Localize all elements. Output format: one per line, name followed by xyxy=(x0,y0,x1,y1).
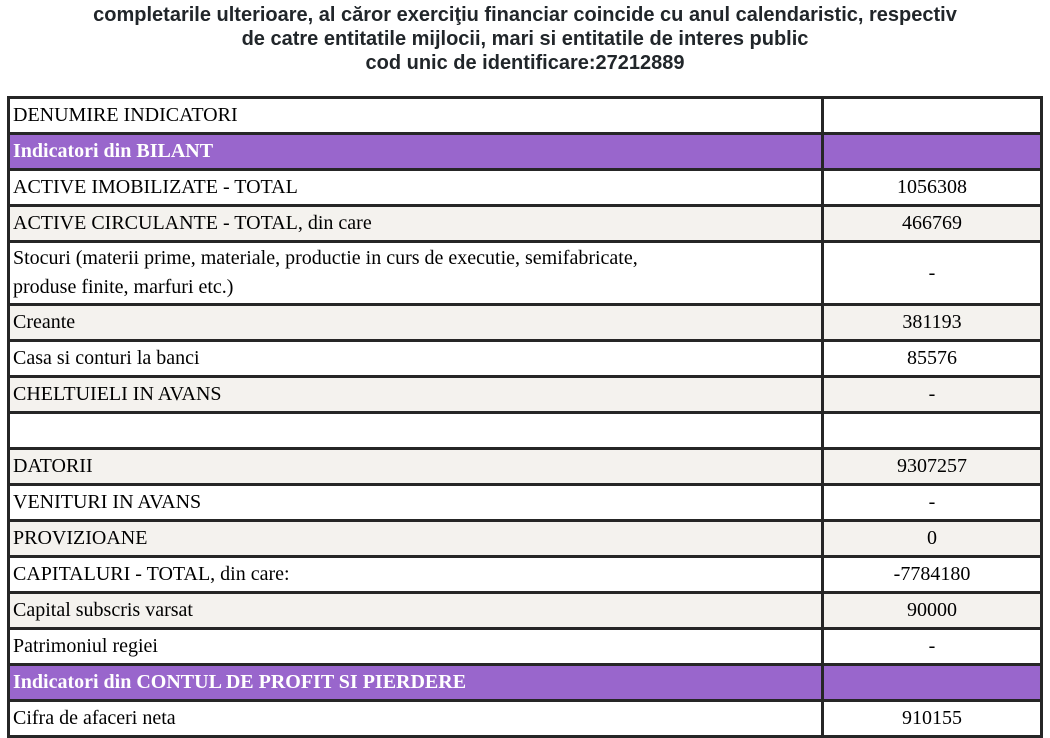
indicator-value: 910155 xyxy=(821,699,1043,738)
indicators-table: DENUMIRE INDICATORI Indicatori din BILAN… xyxy=(7,96,1043,738)
indicator-value: 90000 xyxy=(821,591,1043,630)
table-row-cheltuieli-in-avans: CHELTUIELI IN AVANS - xyxy=(7,375,1043,414)
indicator-value: 381193 xyxy=(821,303,1043,342)
section-label: Indicatori din CONTUL DE PROFIT SI PIERD… xyxy=(7,663,824,702)
indicator-value: - xyxy=(821,375,1043,414)
indicator-value: - xyxy=(821,483,1043,522)
indicator-value: 466769 xyxy=(821,204,1043,243)
indicator-label: Patrimoniul regiei xyxy=(7,627,824,666)
header-line-cui: cod unic de identificare:27212889 xyxy=(365,52,685,74)
indicator-label: DATORII xyxy=(7,447,824,486)
indicator-value xyxy=(821,96,1043,135)
table-row-empty xyxy=(7,411,1043,450)
indicator-value xyxy=(821,411,1043,450)
indicator-label: Stocuri (materii prime, materiale, produ… xyxy=(7,240,824,306)
table-row-stocuri: Stocuri (materii prime, materiale, produ… xyxy=(7,240,1043,306)
table-row-casa-si-conturi: Casa si conturi la banci 85576 xyxy=(7,339,1043,378)
indicator-label: ACTIVE IMOBILIZATE - TOTAL xyxy=(7,168,824,207)
indicator-value: 9307257 xyxy=(821,447,1043,486)
table-row-datorii: DATORII 9307257 xyxy=(7,447,1043,486)
indicator-value: - xyxy=(821,627,1043,666)
section-row-cont-profit-pierdere: Indicatori din CONTUL DE PROFIT SI PIERD… xyxy=(7,663,1043,702)
indicator-value: -7784180 xyxy=(821,555,1043,594)
table-row-active-imobilizate: ACTIVE IMOBILIZATE - TOTAL 1056308 xyxy=(7,168,1043,207)
table-row-active-circulante: ACTIVE CIRCULANTE - TOTAL, din care 4667… xyxy=(7,204,1043,243)
table-row-patrimoniul-regiei: Patrimoniul regiei - xyxy=(7,627,1043,666)
section-value xyxy=(821,663,1043,702)
section-label: Indicatori din BILANT xyxy=(7,132,824,171)
indicator-label: Creante xyxy=(7,303,824,342)
indicator-label: Casa si conturi la banci xyxy=(7,339,824,378)
indicator-label: Capital subscris varsat xyxy=(7,591,824,630)
indicator-label: ACTIVE CIRCULANTE - TOTAL, din care xyxy=(7,204,824,243)
section-row-bilant: Indicatori din BILANT xyxy=(7,132,1043,171)
table-row-venituri-in-avans: VENITURI IN AVANS - xyxy=(7,483,1043,522)
table-row-denumire-indicatori: DENUMIRE INDICATORI xyxy=(7,96,1043,135)
page-header: completarile ulterioare, al căror exerci… xyxy=(0,0,1050,75)
table-row-creante: Creante 381193 xyxy=(7,303,1043,342)
indicator-value: 85576 xyxy=(821,339,1043,378)
indicator-value: 0 xyxy=(821,519,1043,558)
indicator-value: - xyxy=(821,240,1043,306)
indicator-label: PROVIZIOANE xyxy=(7,519,824,558)
table-row-capital-subscris-varsat: Capital subscris varsat 90000 xyxy=(7,591,1043,630)
indicator-label: CAPITALURI - TOTAL, din care: xyxy=(7,555,824,594)
indicator-label: DENUMIRE INDICATORI xyxy=(7,96,824,135)
table-row-cifra-de-afaceri: Cifra de afaceri neta 910155 xyxy=(7,699,1043,738)
indicator-label xyxy=(7,411,824,450)
indicator-label: Cifra de afaceri neta xyxy=(7,699,824,738)
table-row-capitaluri-total: CAPITALURI - TOTAL, din care: -7784180 xyxy=(7,555,1043,594)
indicator-label: CHELTUIELI IN AVANS xyxy=(7,375,824,414)
section-value xyxy=(821,132,1043,171)
table-row-provizioane: PROVIZIOANE 0 xyxy=(7,519,1043,558)
indicator-label: VENITURI IN AVANS xyxy=(7,483,824,522)
header-line-1: completarile ulterioare, al căror exerci… xyxy=(93,4,957,26)
header-line-2: de catre entitatile mijlocii, mari si en… xyxy=(241,28,809,50)
indicator-value: 1056308 xyxy=(821,168,1043,207)
